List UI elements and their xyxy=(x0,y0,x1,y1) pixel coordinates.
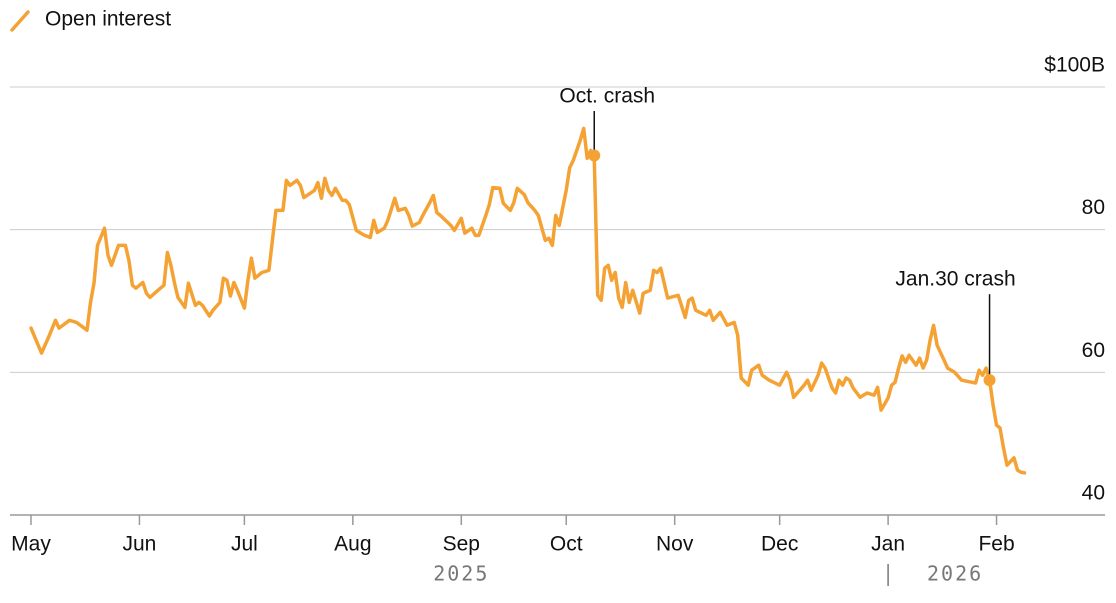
x-tick-label: May xyxy=(11,533,51,556)
annotation-label: Oct. crash xyxy=(559,85,655,108)
x-tick-label: Jan xyxy=(871,533,905,556)
y-tick-label: $100B xyxy=(1044,54,1105,77)
x-tick-label: Dec xyxy=(761,533,798,556)
x-tick-label: Jun xyxy=(123,533,157,556)
y-tick-label: 80 xyxy=(1082,196,1105,219)
year-label: 2025 xyxy=(433,562,489,586)
x-tick-label: Jul xyxy=(231,533,258,556)
data-line xyxy=(29,126,1027,475)
x-tick-label: Nov xyxy=(656,533,694,556)
legend-label: Open interest xyxy=(45,8,171,31)
annotation-dot xyxy=(588,149,601,162)
year-label: 2026 xyxy=(927,562,983,586)
y-tick-label: 60 xyxy=(1082,339,1105,362)
y-tick-label: 40 xyxy=(1082,482,1105,505)
annotation-dot xyxy=(983,374,996,387)
x-tick-label: Sep xyxy=(443,533,480,556)
legend-swatch xyxy=(10,10,30,32)
annotation-label: Jan.30 crash xyxy=(895,268,1015,291)
x-tick-label: Feb xyxy=(978,533,1014,556)
x-tick-label: Oct xyxy=(550,533,583,556)
x-tick-label: Aug xyxy=(334,533,371,556)
